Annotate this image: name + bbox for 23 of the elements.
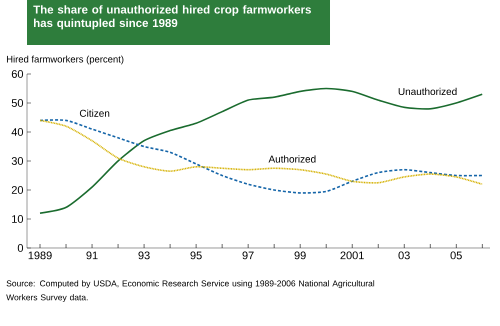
x-tick-label: 97 <box>242 252 254 260</box>
y-tick-label: 0 <box>18 244 24 252</box>
y-axis-title: Hired farmworkers (percent) <box>6 56 124 64</box>
x-tick-label: 1989 <box>28 252 52 260</box>
chart-title: The share of unauthorized hired crop farmworkers has quintupled since 1989 <box>33 5 311 30</box>
series-label: Citizen <box>80 109 110 117</box>
y-tick-label: 30 <box>12 157 24 165</box>
y-tick-label: 10 <box>12 215 24 223</box>
source-note: Source: Computed by USDA, Economic Research Service using 1989-2006 National Agricultural Workers Survey data. <box>6 280 374 302</box>
x-tick-label: 93 <box>138 252 150 260</box>
y-tick-label: 50 <box>12 99 24 107</box>
x-tick-label: 05 <box>450 252 462 260</box>
line-series <box>39 88 484 214</box>
y-tick-label: 20 <box>12 186 24 194</box>
y-tick-label: 40 <box>12 128 24 136</box>
y-tick-label: 60 <box>12 70 24 78</box>
x-tick-label: 95 <box>190 252 202 260</box>
x-tick-label: 2001 <box>340 252 364 260</box>
x-tick-label: 03 <box>398 252 410 260</box>
series-label: Authorized <box>268 155 316 163</box>
series-label: Unauthorized <box>398 88 457 96</box>
x-tick-label: 99 <box>294 252 306 260</box>
x-tick-label: 91 <box>86 252 98 260</box>
